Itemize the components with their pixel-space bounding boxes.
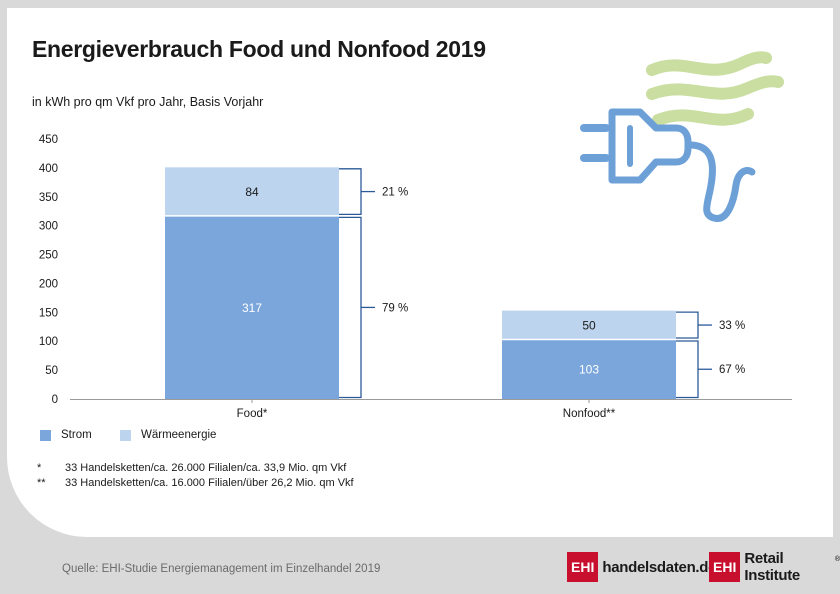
power-plug-icon xyxy=(580,51,784,222)
data-label: 84 xyxy=(245,185,259,199)
bar-waerme xyxy=(502,310,676,340)
footnote-1: * 33 Handelsketten/ca. 26.000 Filialen/ca… xyxy=(37,462,346,474)
bar-strom xyxy=(502,339,676,399)
y-tick-label: 250 xyxy=(39,250,58,262)
handelsdaten-logo: EHI handelsdaten.de xyxy=(567,552,717,582)
share-bracket xyxy=(339,168,362,215)
share-bracket xyxy=(676,311,699,339)
share-bracket xyxy=(339,216,362,399)
registered-mark: ® xyxy=(834,555,840,563)
bar-strom xyxy=(165,215,339,399)
chart-title: Energieverbrauch Food und Nonfood 2019 xyxy=(32,36,486,62)
legend-swatch-waerme xyxy=(120,429,131,441)
x-tick-label: Food* xyxy=(237,408,268,420)
share-label: 79 % xyxy=(382,302,408,314)
y-tick-label: 350 xyxy=(39,192,58,204)
footnote-2-text: 33 Handelsketten/ca. 16.000 Filialen/übe… xyxy=(65,477,354,489)
footnote-1-marker: * xyxy=(37,462,42,474)
y-tick-label: 0 xyxy=(52,394,58,406)
ehi-logo-badge: EHI xyxy=(709,552,741,582)
handelsdaten-logo-text: handelsdaten.de xyxy=(602,558,717,576)
x-tick-label: Nonfood** xyxy=(563,408,616,420)
y-tick-label: 400 xyxy=(39,163,58,175)
share-bracket xyxy=(676,340,699,399)
legend-label-waerme: Wärmeenergie xyxy=(141,429,217,441)
data-label: 103 xyxy=(579,363,599,377)
share-label: 33 % xyxy=(719,320,745,332)
y-tick-label: 450 xyxy=(39,134,58,146)
share-label: 21 % xyxy=(382,187,408,199)
source-note: Quelle: EHI-Studie Energiemanagement im … xyxy=(62,563,381,575)
bar-waerme xyxy=(165,167,339,216)
footnote-2-marker: ** xyxy=(37,477,46,489)
data-label: 317 xyxy=(242,301,262,315)
legend-item-strom: Strom xyxy=(40,429,92,441)
y-tick-label: 50 xyxy=(45,365,58,377)
data-label: 50 xyxy=(582,319,596,333)
footnote-2: ** 33 Handelsketten/ca. 16.000 Filialen/ü… xyxy=(37,477,354,489)
legend-item-waerme: Wärmeenergie xyxy=(120,429,216,441)
ehi-retail-institute-logo: EHI Retail Institute ® xyxy=(709,550,840,584)
ehi-logo-text: Retail Institute xyxy=(744,550,800,584)
y-tick-label: 300 xyxy=(39,221,58,233)
handelsdaten-logo-badge: EHI xyxy=(567,552,599,582)
legend-label-strom: Strom xyxy=(61,429,92,441)
footnote-1-text: 33 Handelsketten/ca. 26.000 Filialen/ca.… xyxy=(65,462,347,474)
share-label: 67 % xyxy=(719,364,745,376)
unit-label: in kWh pro qm Vkf pro Jahr, Basis Vorjah… xyxy=(32,95,264,109)
y-tick-label: 100 xyxy=(39,336,58,348)
legend-swatch-strom xyxy=(40,429,51,441)
y-tick-label: 150 xyxy=(39,307,58,319)
y-tick-label: 200 xyxy=(39,278,58,290)
